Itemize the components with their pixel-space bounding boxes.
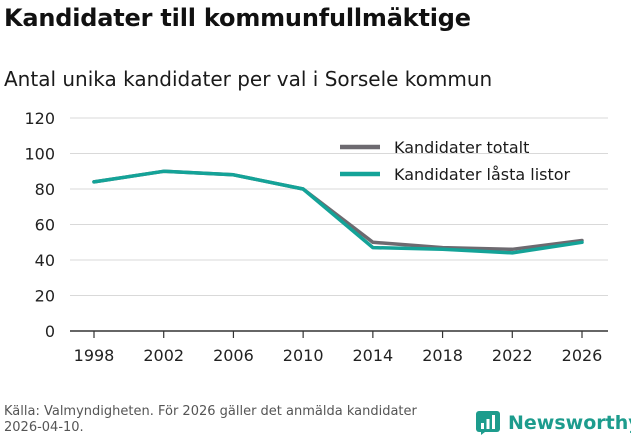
- newsworthy-logo-icon: [476, 411, 500, 435]
- y-axis-tick-labels: 0 20 40 60 80 100 120: [24, 109, 55, 341]
- x-tick-label: 2014: [352, 346, 393, 365]
- chart-subtitle: Antal unika kandidater per val i Sorsele…: [4, 67, 493, 91]
- y-tick-label: 80: [35, 180, 55, 199]
- y-tick-label: 60: [35, 216, 55, 235]
- x-tick-label: 2022: [492, 346, 533, 365]
- series-lines: [92, 169, 584, 255]
- y-tick-label: 0: [45, 322, 55, 341]
- brand-name: Newsworthy: [508, 412, 631, 434]
- x-tick-label: 2002: [143, 346, 184, 365]
- x-tick-label: 2018: [422, 346, 463, 365]
- y-tick-label: 40: [35, 251, 55, 270]
- source-note: Källa: Valmyndigheten. För 2026 gäller d…: [4, 404, 417, 435]
- x-tick-label: 2026: [562, 346, 603, 365]
- x-tick-label: 2006: [213, 346, 254, 365]
- legend: Kandidater totalt Kandidater låsta listo…: [340, 138, 571, 184]
- legend-label-lasta: Kandidater låsta listor: [394, 165, 571, 184]
- y-tick-label: 120: [24, 109, 55, 128]
- page-title: Kandidater till kommunfullmäktige: [4, 4, 471, 32]
- line-chart: 0 20 40 60 80 100 120 1998 2002 2006 2010 2014 2018…: [24, 109, 608, 365]
- y-tick-label: 20: [35, 287, 55, 306]
- series-line-lasta: [92, 169, 584, 255]
- legend-item-lasta: Kandidater låsta listor: [340, 165, 571, 184]
- brand-logo: Newsworthy: [476, 409, 631, 437]
- grid-lines: [70, 117, 608, 296]
- legend-label-totalt: Kandidater totalt: [394, 138, 529, 157]
- x-tick-label: 1998: [74, 346, 115, 365]
- x-tick-label: 2010: [283, 346, 324, 365]
- legend-item-totalt: Kandidater totalt: [340, 138, 529, 157]
- y-tick-label: 100: [24, 145, 55, 164]
- x-axis-tick-labels: 1998 2002 2006 2010 2014 2018 2022 2026: [74, 331, 603, 365]
